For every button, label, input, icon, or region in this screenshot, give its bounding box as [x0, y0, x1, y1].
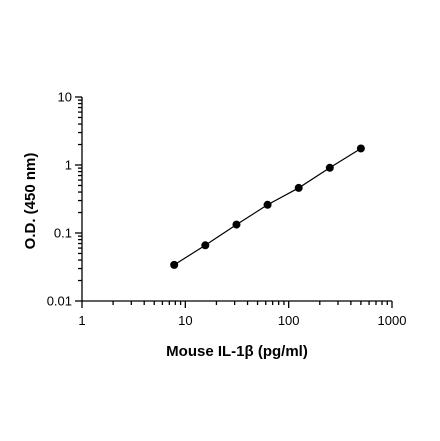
y-tick-label: 1 [65, 158, 72, 173]
y-tick-label: 0.1 [54, 226, 72, 241]
x-axis-title: Mouse IL-1β (pg/ml) [166, 343, 308, 360]
x-axis: 1 10 100 1000 [78, 300, 407, 328]
data-point [263, 200, 272, 209]
y-axis: 0.01 0.1 1 10 [47, 90, 83, 309]
x-tick-label: 100 [278, 313, 300, 328]
data-point [325, 163, 334, 172]
data-point [201, 241, 210, 250]
y-tick-label: 10 [58, 90, 72, 105]
x-tick-label: 1000 [378, 313, 407, 328]
x-tick-label: 1 [78, 313, 85, 328]
data-points [170, 144, 365, 269]
y-axis-title: O.D. (450 nm) [22, 153, 39, 250]
data-point [232, 220, 241, 229]
data-point [170, 260, 179, 269]
x-tick-label: 10 [178, 313, 192, 328]
y-tick-label: 0.01 [47, 294, 72, 309]
data-point [356, 144, 365, 153]
data-point [294, 183, 303, 192]
